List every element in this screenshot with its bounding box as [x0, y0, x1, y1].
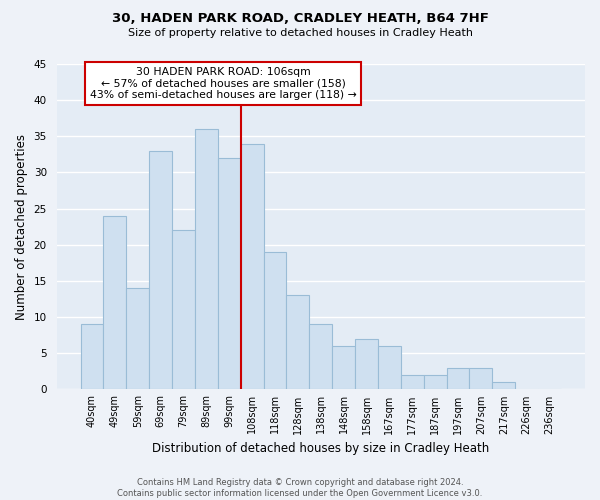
- Bar: [378, 346, 401, 390]
- Text: 30, HADEN PARK ROAD, CRADLEY HEATH, B64 7HF: 30, HADEN PARK ROAD, CRADLEY HEATH, B64 …: [112, 12, 488, 26]
- Bar: [310, 324, 332, 390]
- Bar: [241, 144, 263, 390]
- Bar: [263, 252, 286, 390]
- Bar: [446, 368, 469, 390]
- Bar: [172, 230, 195, 390]
- Bar: [195, 129, 218, 390]
- Bar: [469, 368, 493, 390]
- Bar: [493, 382, 515, 390]
- Y-axis label: Number of detached properties: Number of detached properties: [15, 134, 28, 320]
- Bar: [424, 375, 446, 390]
- Bar: [149, 151, 172, 390]
- Bar: [103, 216, 127, 390]
- Bar: [286, 296, 310, 390]
- Text: Size of property relative to detached houses in Cradley Heath: Size of property relative to detached ho…: [128, 28, 473, 38]
- Bar: [218, 158, 241, 390]
- Text: Contains HM Land Registry data © Crown copyright and database right 2024.
Contai: Contains HM Land Registry data © Crown c…: [118, 478, 482, 498]
- Bar: [127, 288, 149, 390]
- Bar: [80, 324, 103, 390]
- X-axis label: Distribution of detached houses by size in Cradley Heath: Distribution of detached houses by size …: [152, 442, 490, 455]
- Bar: [332, 346, 355, 390]
- Bar: [401, 375, 424, 390]
- Text: 30 HADEN PARK ROAD: 106sqm
← 57% of detached houses are smaller (158)
43% of sem: 30 HADEN PARK ROAD: 106sqm ← 57% of deta…: [89, 68, 356, 100]
- Bar: [355, 339, 378, 390]
